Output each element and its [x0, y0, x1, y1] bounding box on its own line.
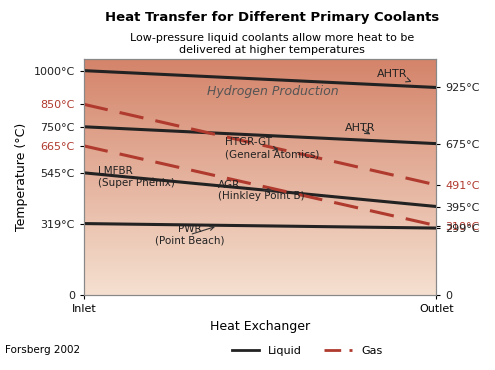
- Legend: Liquid, Gas: Liquid, Gas: [227, 342, 387, 361]
- Text: LMFBR
(Super Phénix): LMFBR (Super Phénix): [98, 166, 175, 188]
- Text: AHTR: AHTR: [345, 123, 375, 134]
- Text: Forsberg 2002: Forsberg 2002: [5, 345, 80, 355]
- Y-axis label: Temperature (°C): Temperature (°C): [15, 123, 28, 231]
- Text: Heat Transfer for Different Primary Coolants: Heat Transfer for Different Primary Cool…: [105, 11, 440, 24]
- Text: AHTR: AHTR: [376, 69, 410, 82]
- Text: Hydrogen Production: Hydrogen Production: [207, 85, 339, 98]
- Text: HTGR-GT
(General Atomics): HTGR-GT (General Atomics): [225, 138, 319, 159]
- Text: AGR
(Hinkley Point B): AGR (Hinkley Point B): [218, 180, 304, 201]
- Text: Low-pressure liquid coolants allow more heat to be
delivered at higher temperatu: Low-pressure liquid coolants allow more …: [130, 33, 414, 55]
- X-axis label: Heat Exchanger: Heat Exchanger: [210, 320, 310, 333]
- Text: PWR
(Point Beach): PWR (Point Beach): [155, 224, 224, 246]
